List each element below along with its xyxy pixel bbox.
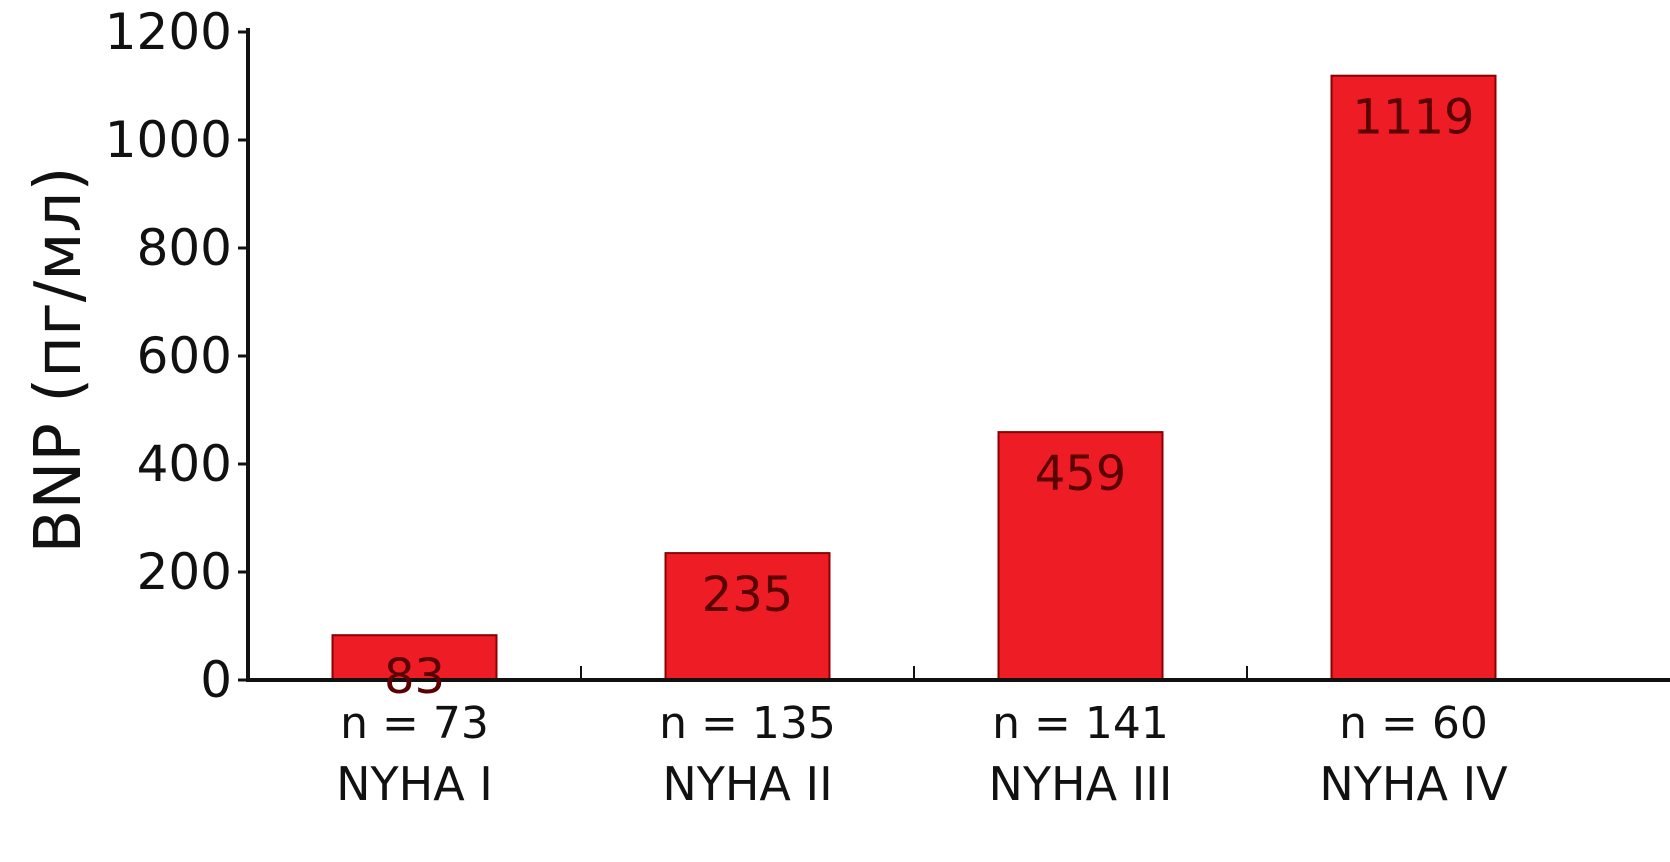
y-tick-label: 400	[137, 435, 232, 493]
category-label: NYHA III	[989, 757, 1173, 811]
axes-group	[238, 28, 1670, 682]
sample-size-label: n = 141	[992, 698, 1169, 749]
labels-group: 83n = 73 NYHA I 235 n = 135 NYHA II 459 n = 14…	[105, 3, 1508, 811]
bar-value-label: 235	[702, 567, 794, 623]
sample-size-label: n = 60	[1339, 698, 1488, 749]
bar	[997, 431, 1164, 681]
y-tick-label: 0	[200, 651, 232, 709]
y-tick-label: 800	[137, 219, 232, 277]
category-label: NYHA I	[336, 757, 493, 811]
category-label: NYHA IV	[1319, 757, 1508, 811]
y-tick-label: 200	[137, 543, 232, 601]
y-tick-label: 1200	[105, 3, 232, 61]
bar	[331, 634, 498, 682]
y-tick-label: 600	[137, 327, 232, 385]
y-axis-title: BNP (пг/мл)	[22, 167, 96, 554]
sample-size-label: n = 73	[340, 698, 489, 749]
bar-value-label: 459	[1035, 446, 1127, 502]
bar	[1330, 74, 1497, 681]
bars-group	[331, 74, 1497, 682]
bar	[664, 552, 831, 681]
sample-size-label: n = 135	[659, 698, 836, 749]
bar-value-label: 83	[384, 649, 445, 705]
category-label: NYHA II	[662, 757, 832, 811]
y-tick-label: 1000	[105, 111, 232, 169]
bar-value-label: 1119	[1352, 90, 1474, 146]
